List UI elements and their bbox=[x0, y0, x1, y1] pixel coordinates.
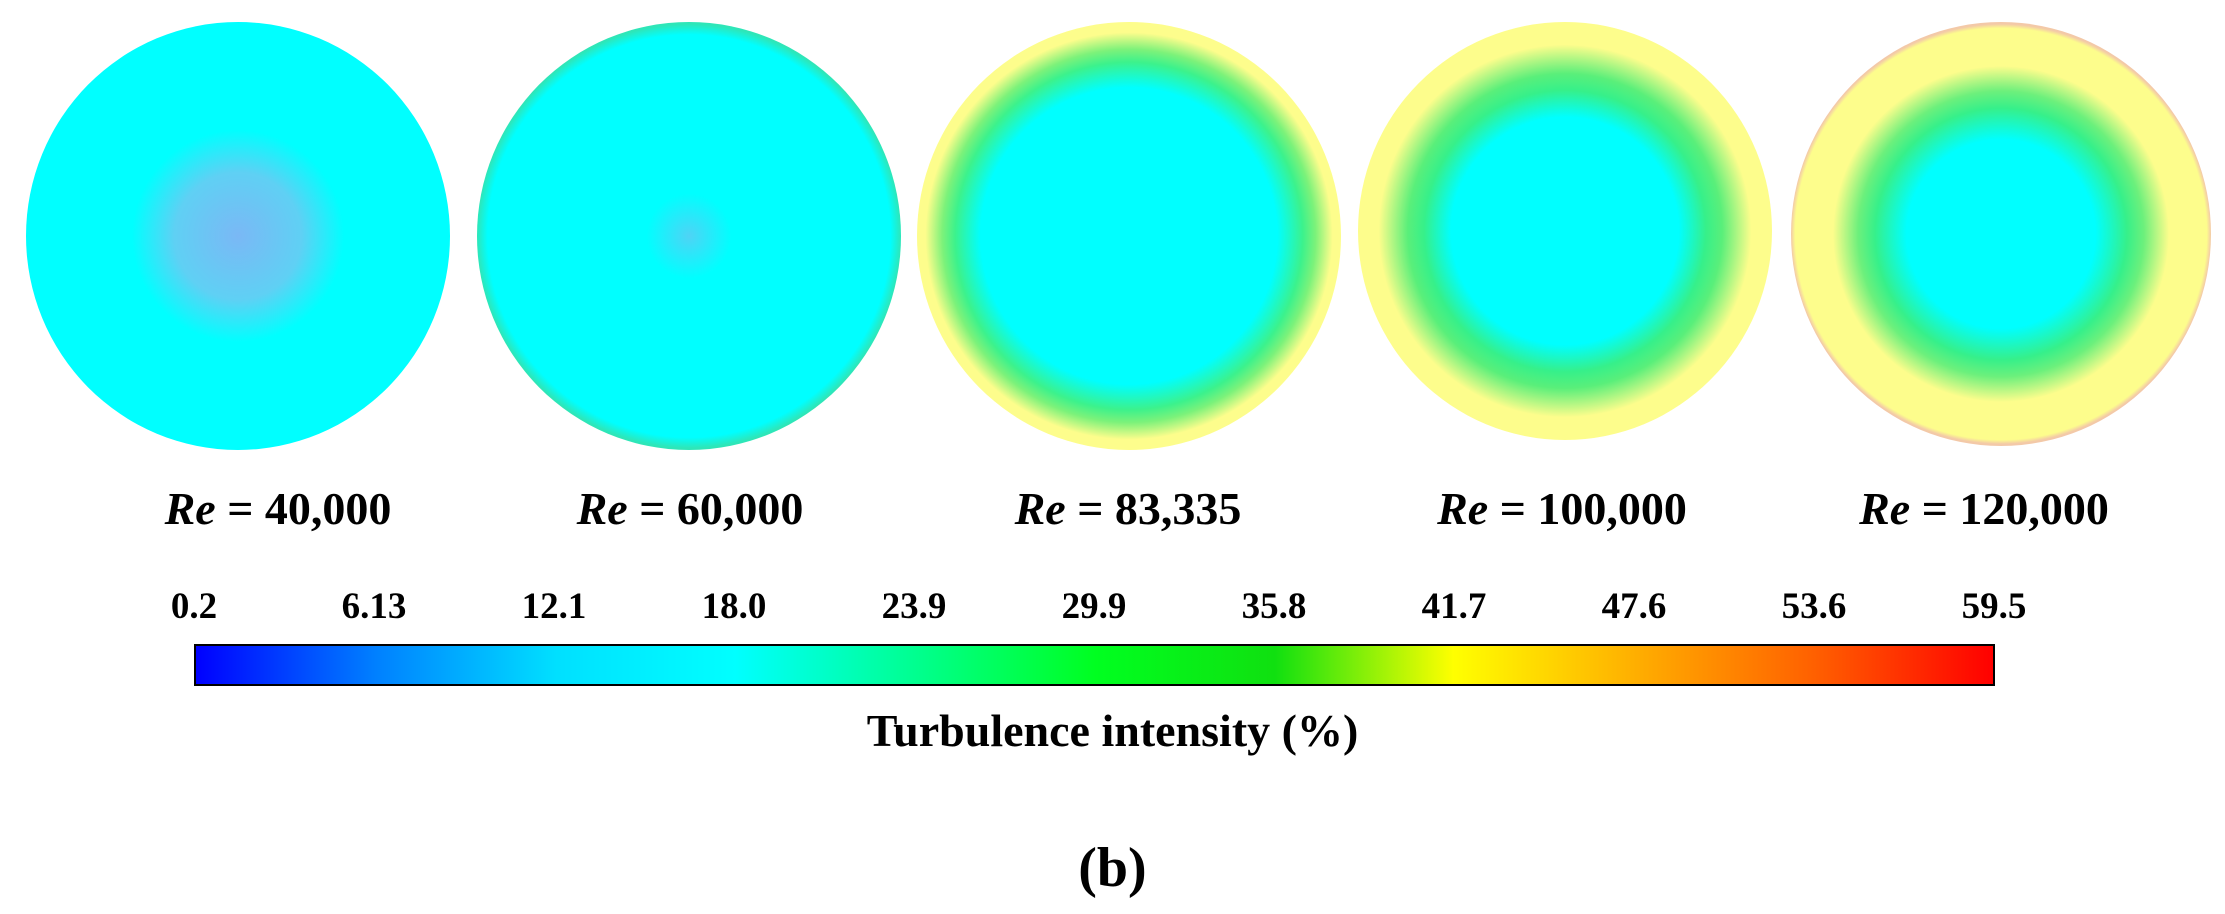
colorbar-tick-label: 59.5 bbox=[1961, 586, 2027, 627]
re-value: 83,335 bbox=[1114, 483, 1242, 534]
equals-sign: = bbox=[639, 483, 666, 534]
colorbar-tick-label: 23.9 bbox=[881, 586, 947, 627]
equals-sign: = bbox=[1077, 483, 1104, 534]
re-label-40000: Re = 40,000 bbox=[88, 486, 468, 532]
re-value: 120,000 bbox=[1959, 483, 2109, 534]
contour-disk-re-83335 bbox=[917, 22, 1341, 450]
contour-disk-re-40000 bbox=[26, 22, 450, 450]
re-value: 40,000 bbox=[264, 483, 392, 534]
re-value: 100,000 bbox=[1537, 483, 1687, 534]
colorbar-tick-label: 29.9 bbox=[1061, 586, 1127, 627]
colorbar-tick-label: 35.8 bbox=[1241, 586, 1307, 627]
colorbar-tick-label: 18.0 bbox=[701, 586, 767, 627]
re-symbol: Re bbox=[1437, 483, 1489, 534]
re-label-100000: Re = 100,000 bbox=[1372, 486, 1752, 532]
contour-disk-re-100000 bbox=[1358, 22, 1772, 440]
re-value: 60,000 bbox=[676, 483, 804, 534]
equals-sign: = bbox=[1921, 483, 1948, 534]
re-symbol: Re bbox=[1014, 483, 1066, 534]
contour-disk-re-120000 bbox=[1791, 22, 2211, 446]
equals-sign: = bbox=[1499, 483, 1526, 534]
colorbar-tick-label: 47.6 bbox=[1601, 586, 1667, 627]
panel-label: (b) bbox=[1078, 837, 1147, 899]
equals-sign: = bbox=[227, 483, 254, 534]
colorbar-tick-label: 0.2 bbox=[170, 586, 218, 627]
re-symbol: Re bbox=[576, 483, 628, 534]
re-label-60000: Re = 60,000 bbox=[500, 486, 880, 532]
re-symbol: Re bbox=[164, 483, 216, 534]
colorbar-tick-label: 12.1 bbox=[521, 586, 587, 627]
colorbar bbox=[194, 644, 1995, 686]
colorbar-title: Turbulence intensity (%) bbox=[866, 705, 1359, 756]
colorbar-tick-label: 6.13 bbox=[341, 586, 407, 627]
contour-disk-re-60000 bbox=[477, 22, 901, 450]
re-label-120000: Re = 120,000 bbox=[1794, 486, 2174, 532]
colorbar-tick-label: 41.7 bbox=[1421, 586, 1487, 627]
re-symbol: Re bbox=[1859, 483, 1911, 534]
colorbar-tick-label: 53.6 bbox=[1781, 586, 1847, 627]
re-label-83335: Re = 83,335 bbox=[938, 486, 1318, 532]
